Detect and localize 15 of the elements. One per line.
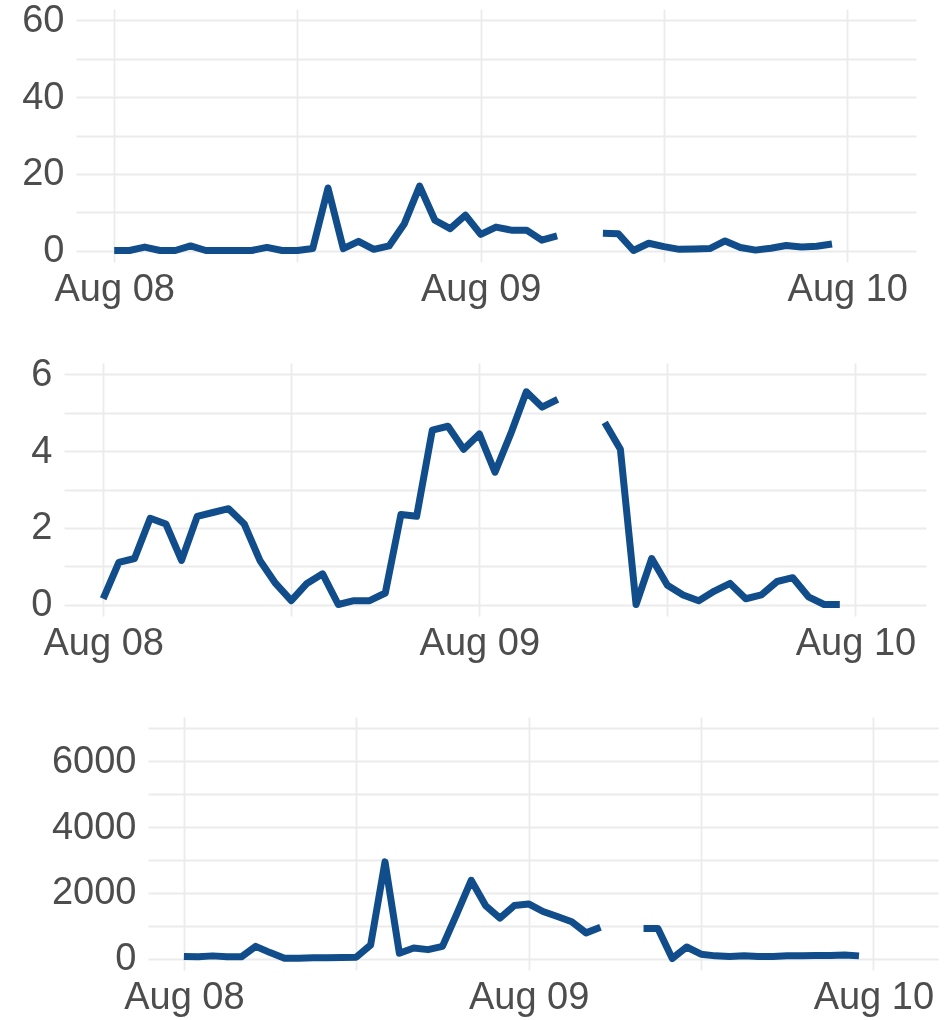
y-tick-label: 60 — [22, 0, 65, 40]
y-tick-label: 2000 — [51, 870, 137, 913]
x-tick-label: Aug 10 — [795, 620, 917, 663]
x-tick-label: Aug 10 — [787, 266, 908, 309]
y-tick-label: 6000 — [51, 738, 137, 781]
x-tick-label: Aug 09 — [419, 620, 541, 663]
y-tick-label: 40 — [22, 74, 65, 117]
x-tick-label: Aug 10 — [813, 974, 935, 1017]
x-tick-label: Aug 09 — [421, 266, 542, 309]
x-tick-label: Aug 09 — [468, 974, 590, 1017]
y-tick-label: 20 — [22, 151, 65, 194]
y-tick-label: 4 — [31, 428, 53, 471]
y-tick-label: 2 — [31, 505, 53, 548]
y-tick-label: 4000 — [51, 804, 137, 847]
y-tick-label: 6 — [31, 352, 53, 394]
